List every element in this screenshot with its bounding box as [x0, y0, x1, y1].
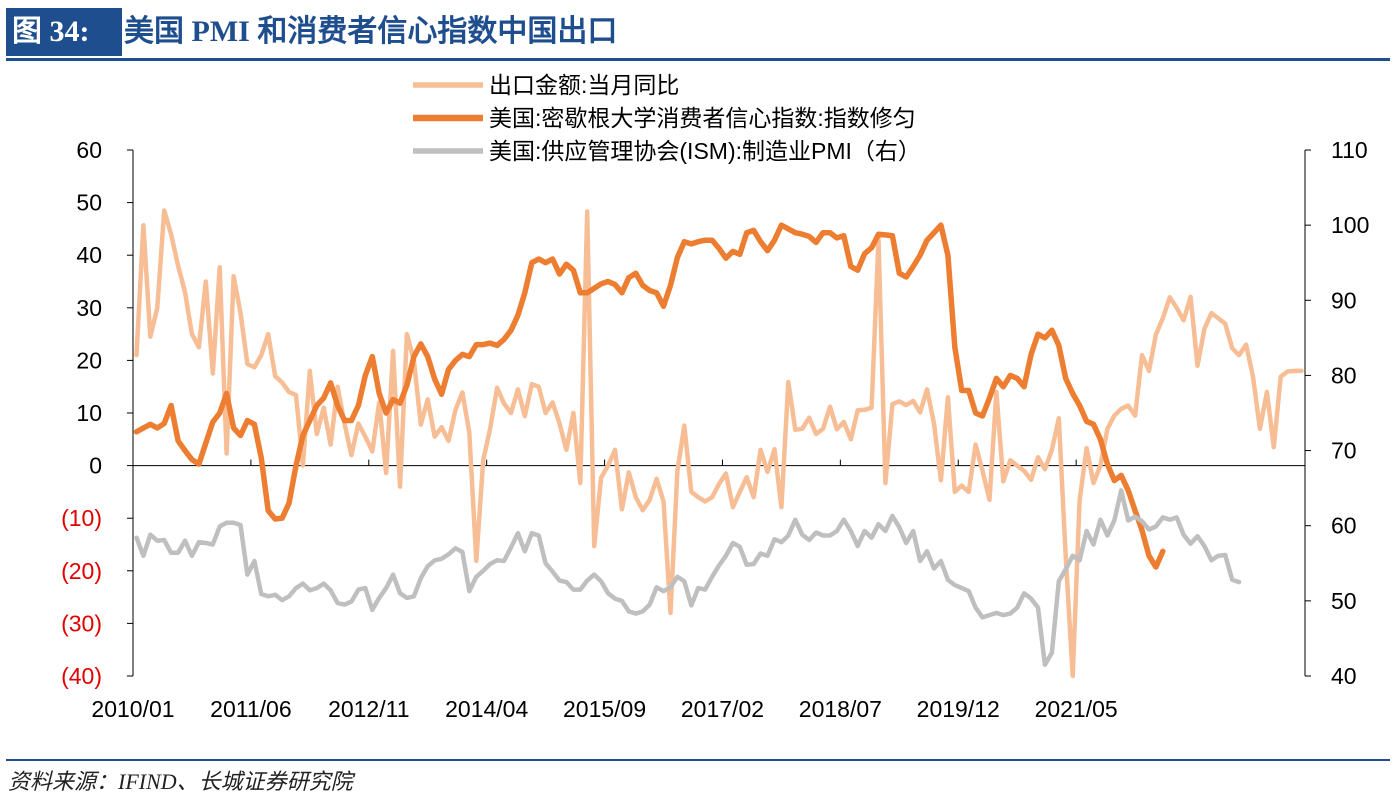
x-tick-label: 2011/06 — [210, 696, 291, 722]
legend-label: 美国:供应管理协会(ISM):制造业PMI（右） — [489, 138, 921, 164]
left-tick-label: (10) — [61, 505, 102, 531]
left-tick-label: 30 — [76, 295, 102, 321]
legend-label: 美国:密歇根大学消费者信心指数:指数修匀 — [489, 105, 916, 131]
left-tick-label: 50 — [76, 190, 102, 216]
figure-header: 图 34: 美国 PMI 和消费者信心指数中国出口 — [0, 0, 1396, 62]
x-tick-label: 2019/12 — [917, 696, 1000, 722]
left-tick-label: 40 — [76, 242, 102, 268]
series-line-export — [134, 208, 1304, 679]
legend-item-export: 出口金额:当月同比 — [413, 72, 679, 98]
right-tick-label: 50 — [1331, 588, 1357, 614]
right-tick-label: 80 — [1331, 362, 1357, 388]
header-rule — [6, 58, 1390, 61]
right-tick-label: 100 — [1331, 212, 1369, 238]
source-note: 资料来源：IFIND、长城证券研究院 — [8, 769, 353, 794]
right-tick-label: 40 — [1331, 663, 1357, 689]
x-tick-label: 2014/04 — [445, 696, 528, 722]
left-tick-label: 60 — [76, 137, 102, 163]
left-tick-label: (30) — [61, 610, 102, 636]
x-tick-label: 2021/05 — [1035, 696, 1118, 722]
legend-item-consumer-sentiment: 美国:密歇根大学消费者信心指数:指数修匀 — [413, 105, 916, 131]
series-lines — [133, 208, 1304, 679]
legend-item-ism-pmi: 美国:供应管理协会(ISM):制造业PMI（右） — [413, 138, 921, 164]
footer-rule — [6, 759, 1390, 761]
axes: 6050403020100(10)(20)(30)(40)11010090807… — [61, 137, 1369, 722]
series-line-ism-pmi — [134, 488, 1242, 667]
legend-label: 出口金额:当月同比 — [489, 72, 679, 98]
series-line-consumer-sentiment — [133, 222, 1166, 570]
figure-title: 美国 PMI 和消费者信心指数中国出口 — [124, 15, 618, 48]
left-tick-label: 20 — [76, 347, 102, 373]
chart: 出口金额:当月同比美国:密歇根大学消费者信心指数:指数修匀美国:供应管理协会(I… — [61, 72, 1369, 722]
x-tick-label: 2018/07 — [799, 696, 882, 722]
right-tick-label: 70 — [1331, 438, 1357, 464]
left-tick-label: (20) — [61, 558, 102, 584]
x-tick-label: 2017/02 — [681, 696, 764, 722]
right-tick-label: 90 — [1331, 287, 1357, 313]
right-tick-label: 60 — [1331, 513, 1357, 539]
x-tick-label: 2012/11 — [328, 696, 409, 722]
legend: 出口金额:当月同比美国:密歇根大学消费者信心指数:指数修匀美国:供应管理协会(I… — [413, 72, 921, 164]
right-tick-label: 110 — [1331, 137, 1368, 163]
left-tick-label: (40) — [61, 663, 102, 689]
figure-label: 图 34: — [6, 8, 122, 56]
left-tick-label: 10 — [76, 400, 102, 426]
left-tick-label: 0 — [89, 453, 102, 479]
x-tick-label: 2010/01 — [91, 696, 174, 722]
x-tick-label: 2015/09 — [563, 696, 646, 722]
